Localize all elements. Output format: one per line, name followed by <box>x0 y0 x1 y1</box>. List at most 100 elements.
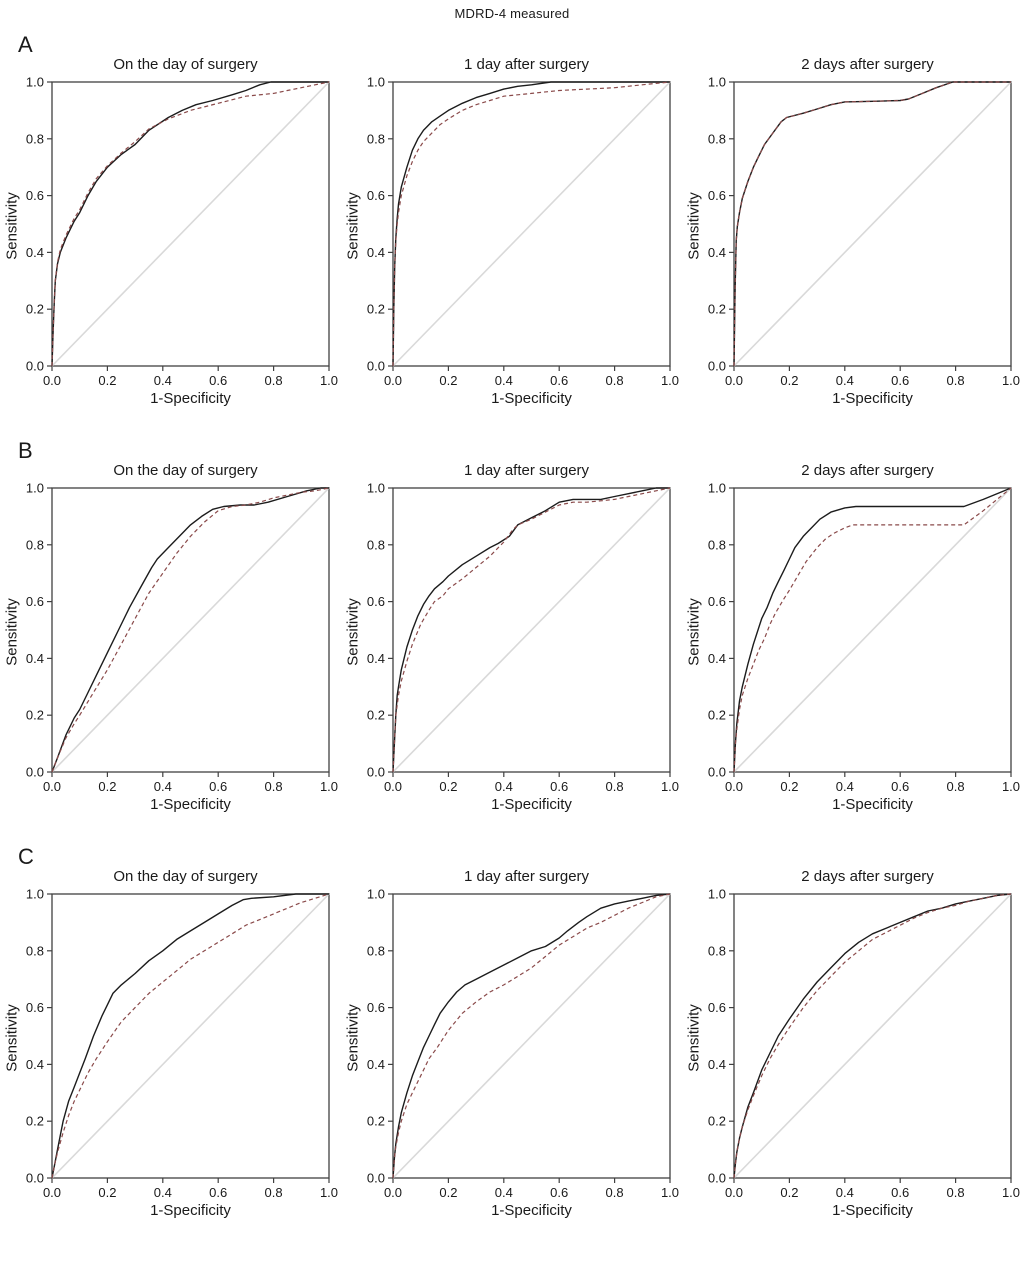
svg-text:1.0: 1.0 <box>367 482 385 496</box>
panel-c: C On the day of surgery 0.0 0.0 0.2 0.2 0.4 0… <box>0 842 1024 1222</box>
svg-text:0.0: 0.0 <box>384 779 402 794</box>
svg-text:0.8: 0.8 <box>947 1185 965 1200</box>
svg-text:1.0: 1.0 <box>367 888 385 902</box>
panel-b: B On the day of surgery 0.0 0.0 0.2 0.2 0.4 0… <box>0 436 1024 816</box>
svg-text:0.6: 0.6 <box>26 594 44 609</box>
svg-text:1.0: 1.0 <box>1002 1185 1020 1200</box>
svg-text:0.2: 0.2 <box>708 302 726 317</box>
svg-text:0.6: 0.6 <box>550 373 568 388</box>
svg-text:0.0: 0.0 <box>43 373 61 388</box>
roc-cell-b2: 1 day after surgery 0.0 0.0 0.2 0.2 0.4 0.4 0.… <box>341 460 682 816</box>
x-axis-label: 1-Specificity <box>150 796 231 813</box>
roc-chart: 0.00.0 0.2 0.2 0.4 0.4 0.6 0.6 0.8 0.8 1.0 1.0 <box>708 888 1020 1200</box>
roc-cell-a3: 2 days after surgery 0.0 0.0 0.2 0.2 0.4 0.4 0… <box>682 54 1023 410</box>
svg-text:0.4: 0.4 <box>495 1185 513 1200</box>
x-axis-label: 1-Specificity <box>150 390 231 407</box>
svg-text:0.2: 0.2 <box>780 1185 798 1200</box>
svg-text:0.2: 0.2 <box>26 302 44 317</box>
svg-text:0.4: 0.4 <box>367 1057 385 1072</box>
svg-text:0.4: 0.4 <box>26 245 44 260</box>
y-axis-label: Sensitivity <box>3 1004 21 1072</box>
y-axis-label: Sensitivity <box>685 192 703 260</box>
svg-text:0.2: 0.2 <box>367 1114 385 1129</box>
plot-title: 2 days after surgery <box>801 462 934 479</box>
roc-chart: 0.00.0 0.2 0.2 0.4 0.4 0.6 0.6 0.8 0.8 1.0 1.0 <box>367 888 679 1200</box>
plot-title: On the day of surgery <box>113 868 258 885</box>
svg-text:0.2: 0.2 <box>26 708 44 723</box>
svg-text:0.0: 0.0 <box>708 1171 726 1186</box>
svg-text:0.2: 0.2 <box>98 779 116 794</box>
plot-title: On the day of surgery <box>113 462 258 479</box>
roc-figure: MDRD-4 measured A On the day of surgery … <box>0 6 1024 1222</box>
svg-text:0.4: 0.4 <box>836 779 854 794</box>
svg-text:0.0: 0.0 <box>26 359 44 374</box>
svg-text:1.0: 1.0 <box>320 373 338 388</box>
svg-text:0.8: 0.8 <box>947 779 965 794</box>
svg-text:0.0: 0.0 <box>708 359 726 374</box>
svg-text:1.0: 1.0 <box>1002 779 1020 794</box>
roc-chart: 0.00.0 0.2 0.2 0.4 0.4 0.6 0.6 0.8 0.8 1.0 1.0 <box>26 76 338 388</box>
svg-text:0.8: 0.8 <box>367 537 385 552</box>
x-axis-label: 1-Specificity <box>491 796 572 813</box>
svg-text:0.0: 0.0 <box>367 359 385 374</box>
svg-text:0.6: 0.6 <box>550 779 568 794</box>
svg-text:1.0: 1.0 <box>708 76 726 90</box>
panel-a-label: A <box>18 32 33 57</box>
svg-text:0.8: 0.8 <box>606 373 624 388</box>
x-axis-label: 1-Specificity <box>491 390 572 407</box>
svg-text:0.2: 0.2 <box>439 373 457 388</box>
plot-title: 2 days after surgery <box>801 56 934 73</box>
svg-text:0.4: 0.4 <box>154 373 172 388</box>
roc-chart: 0.00.0 0.2 0.2 0.4 0.4 0.6 0.6 0.8 0.8 1.0 1.0 <box>26 888 338 1200</box>
plot-title: 1 day after surgery <box>463 462 590 479</box>
y-axis-label: Sensitivity <box>3 598 21 666</box>
svg-text:0.2: 0.2 <box>439 779 457 794</box>
roc-cell-a1: On the day of surgery 0.0 0.0 0.2 0.2 0.4 0.4… <box>0 54 341 410</box>
svg-text:0.0: 0.0 <box>367 765 385 780</box>
svg-text:1.0: 1.0 <box>708 888 726 902</box>
svg-text:0.8: 0.8 <box>265 779 283 794</box>
plot-title: 1 day after surgery <box>463 868 590 885</box>
roc-chart: 0.00.0 0.2 0.2 0.4 0.4 0.6 0.6 0.8 0.8 1.0 1.0 <box>708 76 1020 388</box>
svg-text:0.0: 0.0 <box>26 1171 44 1186</box>
svg-text:0.8: 0.8 <box>606 1185 624 1200</box>
svg-text:1.0: 1.0 <box>26 76 44 90</box>
svg-text:0.0: 0.0 <box>367 1171 385 1186</box>
svg-text:0.0: 0.0 <box>725 373 743 388</box>
svg-text:1.0: 1.0 <box>26 482 44 496</box>
svg-text:0.4: 0.4 <box>367 651 385 666</box>
svg-text:0.2: 0.2 <box>98 1185 116 1200</box>
svg-text:0.0: 0.0 <box>708 765 726 780</box>
svg-text:0.8: 0.8 <box>708 537 726 552</box>
svg-text:0.6: 0.6 <box>367 594 385 609</box>
svg-text:0.4: 0.4 <box>367 245 385 260</box>
svg-text:1.0: 1.0 <box>661 1185 679 1200</box>
y-axis-label: Sensitivity <box>685 1004 703 1072</box>
svg-text:0.2: 0.2 <box>98 373 116 388</box>
svg-text:0.4: 0.4 <box>836 373 854 388</box>
svg-text:0.4: 0.4 <box>26 651 44 666</box>
y-axis-label: Sensitivity <box>344 1004 362 1072</box>
svg-text:0.8: 0.8 <box>708 131 726 146</box>
svg-text:0.6: 0.6 <box>708 188 726 203</box>
x-axis-label: 1-Specificity <box>150 1202 231 1219</box>
roc-cell-b1: On the day of surgery 0.0 0.0 0.2 0.2 0.4 0.4… <box>0 460 341 816</box>
svg-text:0.2: 0.2 <box>708 708 726 723</box>
svg-text:0.8: 0.8 <box>26 943 44 958</box>
svg-text:0.6: 0.6 <box>891 1185 909 1200</box>
svg-text:0.6: 0.6 <box>550 1185 568 1200</box>
svg-text:0.0: 0.0 <box>43 779 61 794</box>
svg-text:1.0: 1.0 <box>1002 373 1020 388</box>
y-axis-label: Sensitivity <box>685 598 703 666</box>
svg-text:0.6: 0.6 <box>708 594 726 609</box>
plot-title: 1 day after surgery <box>463 56 590 73</box>
svg-text:0.6: 0.6 <box>209 373 227 388</box>
x-axis-label: 1-Specificity <box>832 1202 913 1219</box>
svg-text:0.4: 0.4 <box>495 779 513 794</box>
svg-text:0.8: 0.8 <box>708 943 726 958</box>
svg-text:0.6: 0.6 <box>708 1000 726 1015</box>
roc-chart: 0.00.0 0.2 0.2 0.4 0.4 0.6 0.6 0.8 0.8 1.0 1.0 <box>26 482 338 794</box>
svg-text:0.2: 0.2 <box>367 302 385 317</box>
panel-b-label: B <box>18 438 33 463</box>
svg-text:0.0: 0.0 <box>725 779 743 794</box>
